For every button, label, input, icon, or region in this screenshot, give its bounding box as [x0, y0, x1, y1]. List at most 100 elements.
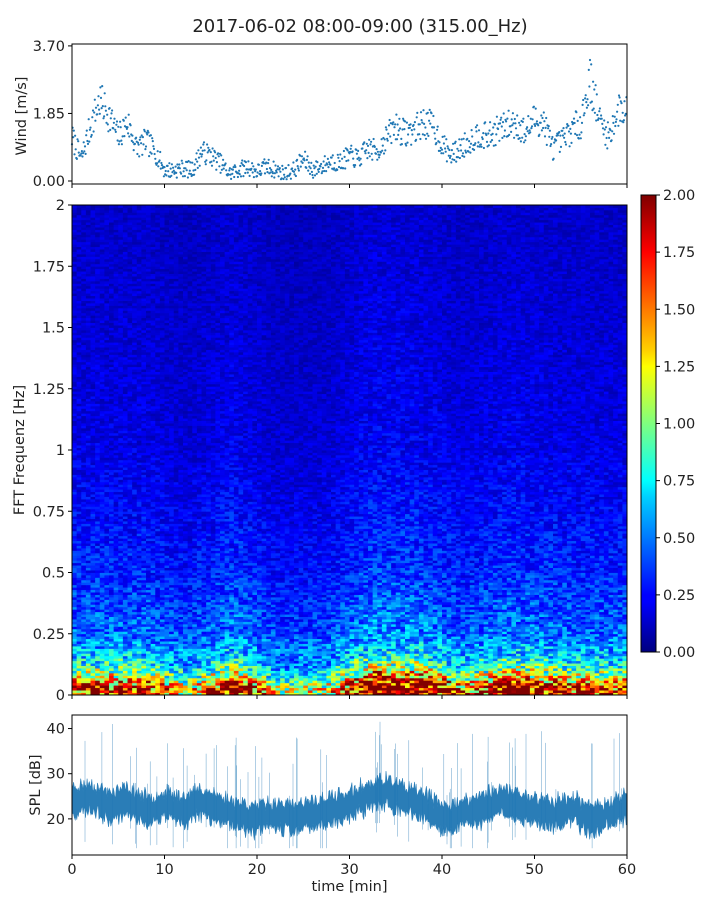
spectrogram-cell: [289, 675, 294, 678]
spectrogram-cell: [576, 631, 581, 634]
spectrogram-cell: [123, 614, 128, 617]
spectrogram-cell: [178, 661, 183, 664]
spectrogram-cell: [424, 690, 429, 693]
wind-point: [145, 145, 147, 147]
spectrogram-cell: [160, 683, 165, 686]
spectrogram-cell: [447, 617, 452, 620]
spectrogram-cell: [206, 680, 211, 683]
wind-point: [322, 167, 324, 169]
spectrogram-cell: [567, 626, 572, 629]
spectrogram-cell: [285, 646, 290, 649]
spectrogram-cell: [474, 685, 479, 688]
wind-point: [114, 129, 116, 131]
wind-point: [469, 152, 471, 154]
spectrogram-cell: [299, 639, 304, 642]
wind-point: [505, 120, 507, 122]
spectrogram-cell: [581, 626, 586, 629]
spectrogram-cell: [234, 656, 239, 659]
spectrogram-cell: [396, 622, 401, 625]
spectrogram-cell: [539, 675, 544, 678]
spectrogram-cell: [336, 644, 341, 647]
spectrogram-cell: [613, 617, 618, 620]
spectrogram-cell: [498, 644, 503, 647]
spectrogram-cell: [377, 685, 382, 688]
wind-point: [492, 133, 494, 135]
spectrogram-cell: [433, 631, 438, 634]
spectrogram-cell: [493, 658, 498, 661]
spectrogram-cell: [498, 636, 503, 639]
spectrogram-cell: [289, 644, 294, 647]
spectrogram-cell: [229, 619, 234, 622]
spectrogram-cell: [470, 680, 475, 683]
spectrogram-cell: [498, 656, 503, 659]
spectrogram-cell: [331, 668, 336, 671]
spectrogram-cell: [350, 651, 355, 654]
spectrogram-cell: [123, 675, 128, 678]
spectrogram-cell: [424, 612, 429, 615]
spectrogram-cell: [128, 685, 133, 688]
spectrogram-cell: [350, 685, 355, 688]
wind-point: [609, 129, 611, 131]
spectrogram-cell: [95, 663, 100, 666]
spectrogram-cell: [428, 648, 433, 651]
spectrogram-cell: [479, 641, 484, 644]
wind-point: [480, 143, 482, 145]
spectrogram-cell: [165, 661, 170, 664]
spectrogram-cell: [618, 678, 623, 681]
wind-point: [94, 120, 96, 122]
spectrogram-cell: [470, 690, 475, 693]
spectrogram-cell: [331, 614, 336, 617]
spectrogram-cell: [585, 685, 590, 688]
spectrogram-cell: [280, 644, 285, 647]
spectrogram-cell: [437, 671, 442, 674]
spectrogram-cell: [262, 648, 267, 651]
spectrogram-cell: [243, 612, 248, 615]
spectrogram-cell: [169, 683, 174, 686]
spectrogram-cell: [437, 690, 442, 693]
spectrogram-cell: [303, 614, 308, 617]
spectrogram-cell: [229, 690, 234, 693]
spectrogram-cell: [595, 622, 600, 625]
spectrogram-cell: [437, 663, 442, 666]
spectrogram-cell: [322, 668, 327, 671]
spectrogram-cell: [474, 675, 479, 678]
spectrogram-cell: [243, 631, 248, 634]
wind-point: [329, 164, 331, 166]
spectrogram-cell: [410, 648, 415, 651]
wind-point: [443, 135, 445, 137]
spectrogram-cell: [544, 690, 549, 693]
spectrogram-cell: [461, 658, 466, 661]
spectrogram-cell: [252, 646, 257, 649]
wind-point: [538, 134, 540, 136]
spectrogram-cell: [262, 624, 267, 627]
wind-point: [401, 128, 403, 130]
spectrogram-cell: [109, 683, 114, 686]
spectrogram-cell: [562, 644, 567, 647]
spectrogram-cell: [511, 644, 516, 647]
wind-point: [163, 166, 165, 168]
spectrogram-cell: [104, 688, 109, 691]
spectrogram-cell: [456, 646, 461, 649]
spectrogram-cell: [488, 666, 493, 669]
spectrogram-cell: [461, 617, 466, 620]
spectrogram-cell: [507, 614, 512, 617]
spectrogram-cell: [151, 619, 156, 622]
wind-point: [469, 146, 471, 148]
spectrogram-cell: [618, 641, 623, 644]
spectrogram-cell: [308, 675, 313, 678]
spectrogram-cell: [507, 668, 512, 671]
spectrogram-cell: [359, 622, 364, 625]
spectrogram-cell: [447, 641, 452, 644]
spectrogram-cell: [109, 651, 114, 654]
wind-point: [83, 150, 85, 152]
spectrogram-cell: [225, 619, 230, 622]
spectrogram-cell: [576, 636, 581, 639]
spectrogram-cell: [437, 617, 442, 620]
wind-point: [73, 130, 75, 132]
spectrogram-cell: [585, 651, 590, 654]
spectrogram-cell: [553, 685, 558, 688]
wind-yticks: 0.001.853.70: [33, 39, 72, 190]
spectrogram-cell: [220, 624, 225, 627]
spectrogram-cell: [86, 683, 91, 686]
wind-point: [157, 150, 159, 152]
